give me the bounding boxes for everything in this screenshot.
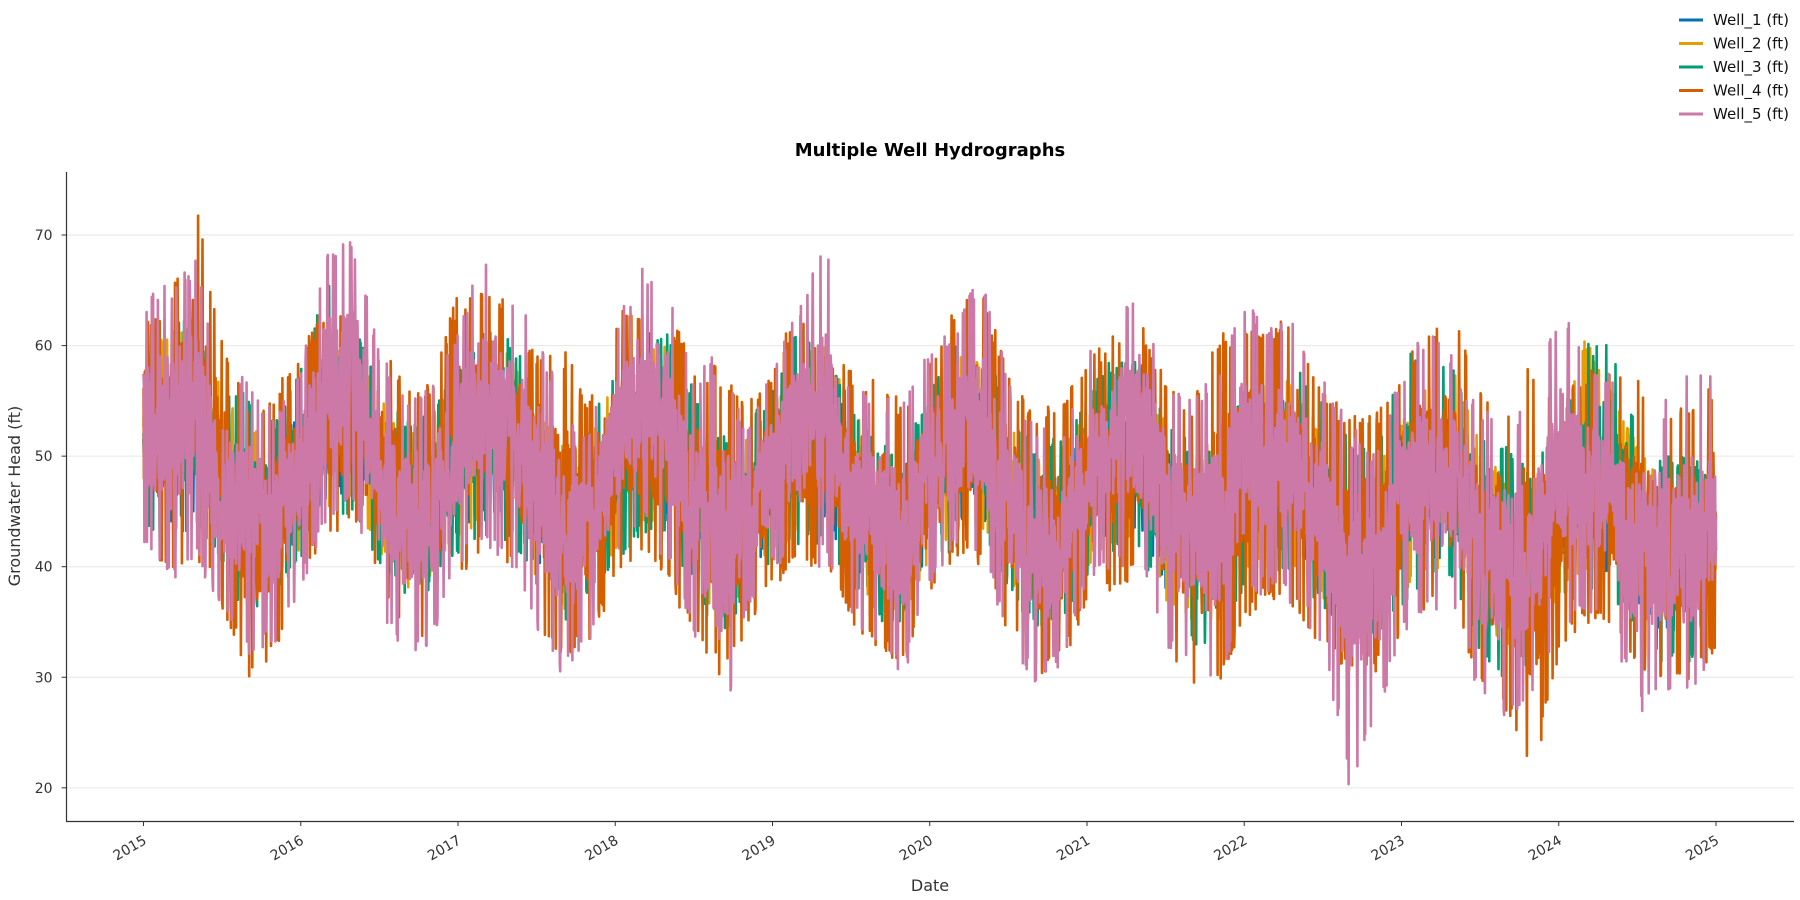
x-tick-label: 2016 (268, 833, 307, 865)
legend-label: Well_5 (ft) (1713, 105, 1789, 124)
x-axis-ticks: 2015 2016 2017 2018 2019 2020 2021 2022 2023 2024… (111, 821, 1722, 864)
legend-label: Well_2 (ft) (1713, 35, 1789, 54)
x-tick-label: 2023 (1369, 833, 1408, 865)
x-tick-label: 2015 (111, 833, 150, 865)
y-axis-ticks: 20 30 40 50 60 70 (35, 228, 67, 797)
legend-label: Well_1 (ft) (1713, 11, 1789, 30)
legend: Well_1 (ft) Well_2 (ft) Well_3 (ft) Well_4 … (1679, 11, 1789, 124)
legend-item: Well_5 (ft) (1679, 105, 1789, 124)
series-line-5 (142, 241, 1718, 786)
x-tick-label: 2019 (740, 833, 779, 865)
legend-item: Well_1 (ft) (1679, 11, 1789, 30)
x-tick-label: 2018 (582, 833, 621, 865)
legend-label: Well_4 (ft) (1713, 82, 1789, 101)
chart-title: Multiple Well Hydrographs (795, 140, 1065, 161)
x-tick-label: 2022 (1211, 833, 1250, 865)
x-axis-label: Date (911, 876, 949, 895)
x-tick-label: 2020 (897, 833, 936, 865)
legend-item: Well_4 (ft) (1679, 82, 1789, 101)
y-tick-label: 50 (35, 449, 53, 465)
y-tick-label: 60 (35, 339, 53, 355)
legend-item: Well_3 (ft) (1679, 58, 1789, 77)
plot-area (142, 214, 1718, 786)
y-tick-label: 20 (35, 781, 53, 797)
x-tick-label: 2024 (1526, 833, 1565, 865)
y-axis-label: Groundwater Head (ft) (5, 406, 24, 587)
y-tick-label: 70 (35, 228, 53, 244)
y-tick-label: 40 (35, 560, 53, 576)
legend-label: Well_3 (ft) (1713, 58, 1789, 77)
x-tick-label: 2021 (1054, 833, 1093, 865)
x-tick-label: 2017 (425, 833, 464, 865)
legend-item: Well_2 (ft) (1679, 35, 1789, 54)
x-tick-label: 2025 (1683, 833, 1722, 865)
y-tick-label: 30 (35, 670, 53, 686)
